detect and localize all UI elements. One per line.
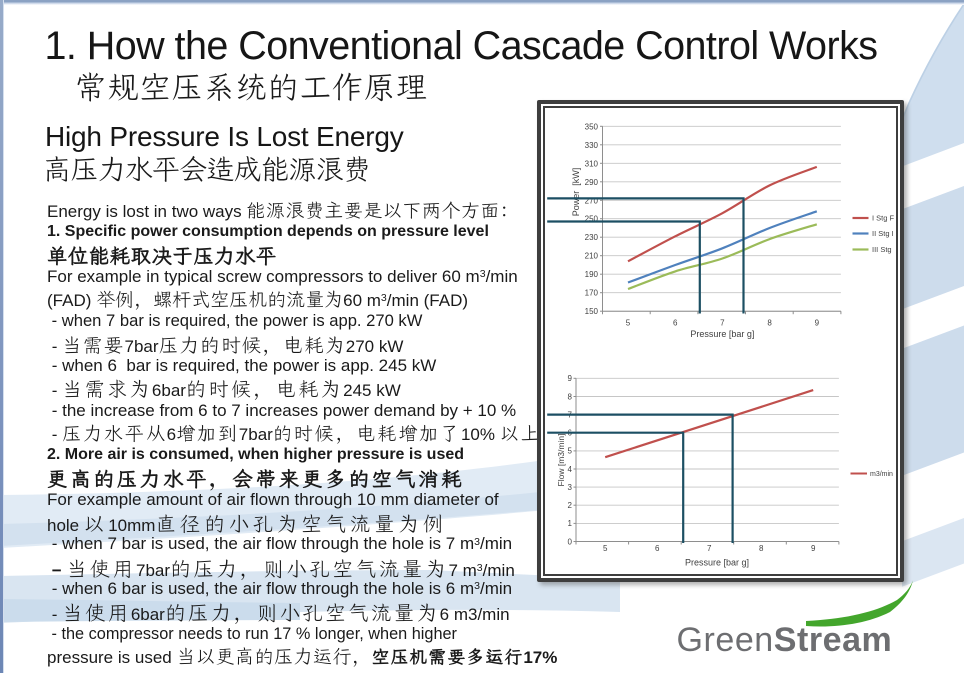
svg-text:210: 210 (585, 252, 599, 261)
svg-text:7: 7 (707, 544, 712, 553)
svg-text:6: 6 (655, 544, 660, 553)
svg-text:7: 7 (720, 319, 725, 328)
svg-text:310: 310 (585, 159, 599, 168)
svg-text:5: 5 (626, 319, 631, 328)
svg-text:Flow [m3/min]: Flow [m3/min] (556, 434, 566, 487)
svg-text:III Stg: III Stg (872, 245, 892, 254)
svg-text:8: 8 (767, 319, 772, 328)
svg-text:Pressure [bar g]: Pressure [bar g] (690, 329, 754, 339)
svg-text:Pressure [bar g]: Pressure [bar g] (685, 558, 749, 568)
svg-text:0: 0 (568, 537, 573, 546)
svg-text:5: 5 (568, 447, 573, 456)
svg-text:2: 2 (568, 501, 573, 510)
svg-text:350: 350 (585, 122, 599, 131)
svg-text:3: 3 (568, 483, 573, 492)
svg-text:230: 230 (585, 233, 599, 242)
svg-text:8: 8 (759, 544, 764, 553)
svg-text:190: 190 (585, 270, 599, 279)
svg-text:m3/min: m3/min (870, 471, 893, 478)
svg-text:150: 150 (585, 307, 599, 316)
svg-text:Power [kW]: Power [kW] (571, 168, 581, 217)
svg-text:9: 9 (811, 544, 816, 553)
svg-text:1: 1 (568, 519, 573, 528)
svg-text:170: 170 (585, 289, 599, 298)
svg-text:8: 8 (568, 392, 573, 401)
svg-text:250: 250 (585, 215, 599, 224)
svg-text:270: 270 (585, 196, 599, 205)
svg-text:I Stg F: I Stg F (872, 214, 895, 223)
svg-text:4: 4 (568, 465, 573, 474)
svg-text:6: 6 (673, 319, 678, 328)
svg-text:9: 9 (568, 374, 573, 383)
svg-text:290: 290 (585, 178, 599, 187)
svg-text:5: 5 (603, 544, 608, 553)
svg-text:9: 9 (815, 319, 820, 328)
svg-text:330: 330 (585, 141, 599, 150)
svg-text:II Stg I: II Stg I (872, 229, 894, 238)
